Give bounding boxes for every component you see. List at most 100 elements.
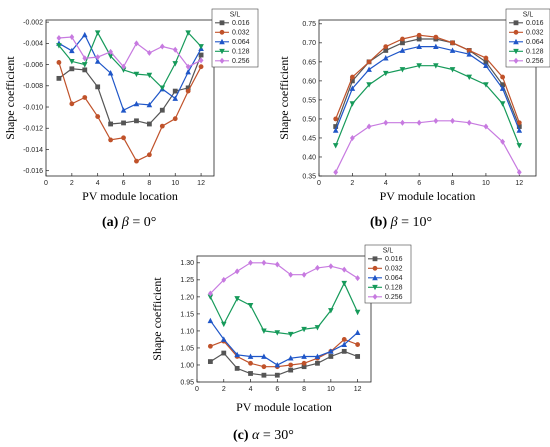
data-point [207,290,213,297]
legend-marker [219,20,225,26]
data-point [81,31,88,38]
data-point [107,53,114,60]
data-point [220,321,227,328]
data-point [516,127,523,133]
series-0.064 [207,317,361,368]
data-point [221,350,227,356]
data-point [185,63,191,70]
plot-frame [196,255,372,383]
legend-marker [513,48,519,55]
data-point [274,330,281,336]
y-tick-label: 1.05 [180,345,194,352]
data-point [185,69,191,75]
caption-b: (b) β = 10° [370,215,433,230]
data-point [207,294,214,300]
data-point [332,143,339,149]
data-point [134,40,139,47]
legend: S/L0.016 0.032 0.064 0.128 0.256 [364,244,412,304]
y-tick-label: 0.35 [302,173,316,180]
series-line [58,36,202,68]
data-point [95,84,101,90]
data-point [95,54,101,61]
series-line [335,34,520,123]
data-point [288,362,294,368]
data-point [366,59,372,65]
data-point [341,341,348,347]
legend-label: 0.032 [232,30,250,37]
y-tick-label: -0.016 [23,168,43,175]
data-point [274,372,280,378]
data-point [69,101,75,107]
x-tick-label: 10 [482,180,490,187]
data-point [108,48,114,55]
data-point [449,47,456,53]
data-point [483,62,489,69]
data-point [466,119,472,126]
x-tick-label: 2 [350,180,354,187]
x-tick-label: 6 [275,386,279,393]
chart-c: 0 2 4 6 8 10 12 0.95 1.00 1.05 1.10 1.15 1.20 1.25 1.3… [150,244,412,414]
series-line [58,33,202,112]
data-point [400,36,405,42]
y-tick-label: 0.75 [302,21,316,28]
legend-marker [372,265,378,271]
series-line [210,350,358,376]
legend-label: 0.064 [232,39,250,46]
series-line [209,262,358,294]
data-point [301,353,307,359]
data-point [248,360,253,366]
data-point [69,47,75,54]
data-point [355,354,361,359]
data-point [349,101,356,107]
legend-title: S/L [383,248,394,255]
data-point [172,95,179,101]
y-tick-label: 0.55 [302,97,316,104]
data-point [301,360,307,366]
series-0.128 [56,30,204,91]
data-point [341,280,348,287]
legend-label: 0.032 [526,30,544,37]
data-point [172,88,178,94]
series-line [209,320,358,366]
data-point [416,32,422,38]
data-point [134,118,139,124]
data-point [500,138,506,145]
data-point [499,85,506,91]
x-tick-label: 6 [417,180,421,187]
data-point [416,63,422,69]
data-point [315,264,320,271]
y-tick-label: 0.65 [302,59,316,66]
series-line [335,45,520,131]
data-point [234,351,240,358]
data-point [449,67,456,73]
data-point [82,95,88,100]
data-point [483,55,489,61]
data-point [274,361,281,368]
data-point [234,268,240,275]
data-point [349,78,355,84]
data-point [366,82,372,88]
data-point [466,48,472,53]
data-point [108,121,114,127]
caption-a: (a) β = 0° [102,215,157,230]
data-point [198,64,204,70]
data-point [483,82,489,88]
data-point [261,372,267,378]
data-point [383,44,389,50]
series-0.016 [333,36,522,129]
data-point [207,343,213,349]
data-point [516,169,522,176]
legend-box [364,244,412,304]
y-tick-label: 1.25 [180,277,194,284]
legend-marker [372,256,378,262]
series-0.256 [333,117,522,176]
legend-label: 0.256 [526,58,544,65]
y-tick-label: -0.014 [23,147,43,154]
legend-marker [372,284,378,291]
data-point [81,62,88,68]
plot-frame [45,19,215,177]
x-tick-label: 4 [249,386,253,393]
data-point [516,124,522,129]
x-tick-label: 0 [44,180,48,187]
legend-marker [513,29,519,35]
